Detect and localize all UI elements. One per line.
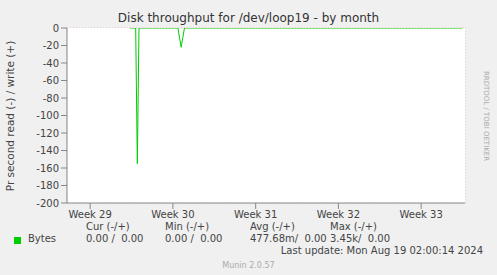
svg-text:Week 33: Week 33	[399, 209, 442, 220]
html-text:Bytes: Bytes	[28, 233, 57, 244]
svg-text:-180: -180	[36, 180, 59, 191]
svg-text:-200: -200	[36, 198, 59, 209]
html-text:RRDTOOL / TOBI OETIKER: RRDTOOL / TOBI OETIKER	[482, 70, 490, 162]
svg-text:Week 31: Week 31	[234, 209, 277, 220]
html-text:Pr second read (-) / write (+): Pr second read (-) / write (+)	[4, 40, 16, 192]
svg-text:-60: -60	[43, 75, 59, 86]
html-text:Disk throughput for /dev/loop1: Disk throughput for /dev/loop19 - by mon…	[117, 11, 380, 25]
svg-text:-40: -40	[43, 58, 59, 69]
svg-text:-80: -80	[43, 93, 59, 104]
html-text:0.00 / 0.00: 0.00 / 0.00	[165, 233, 223, 244]
html-text:Last update: Mon Aug 19 02:00:: Last update: Mon Aug 19 02:00:14 2024	[280, 245, 483, 256]
html-text:Max (-/+): Max (-/+)	[330, 221, 377, 232]
html-text:477.68m/ 0.00 3.45k/ 0.00: 477.68m/ 0.00 3.45k/ 0.00	[250, 233, 391, 244]
svg-text:Week 32: Week 32	[317, 209, 360, 220]
svg-text:-140: -140	[36, 145, 59, 156]
svg-text:0: 0	[53, 23, 59, 34]
svg-text:-120: -120	[36, 128, 59, 139]
html-text:Min (-/+): Min (-/+)	[165, 221, 210, 232]
svg-text:Week 30: Week 30	[151, 209, 194, 220]
svg-text:-20: -20	[43, 40, 59, 51]
html-text:0.00 / 0.00: 0.00 / 0.00	[86, 233, 144, 244]
html-text:Munin 2.0.57: Munin 2.0.57	[222, 261, 275, 270]
html-text:Cur (-/+): Cur (-/+)	[86, 221, 130, 232]
svg-text:Week 29: Week 29	[69, 209, 112, 220]
svg-text:-160: -160	[36, 163, 59, 174]
html-text:Avg (-/+): Avg (-/+)	[250, 221, 295, 232]
svg-text:-100: -100	[36, 110, 59, 121]
